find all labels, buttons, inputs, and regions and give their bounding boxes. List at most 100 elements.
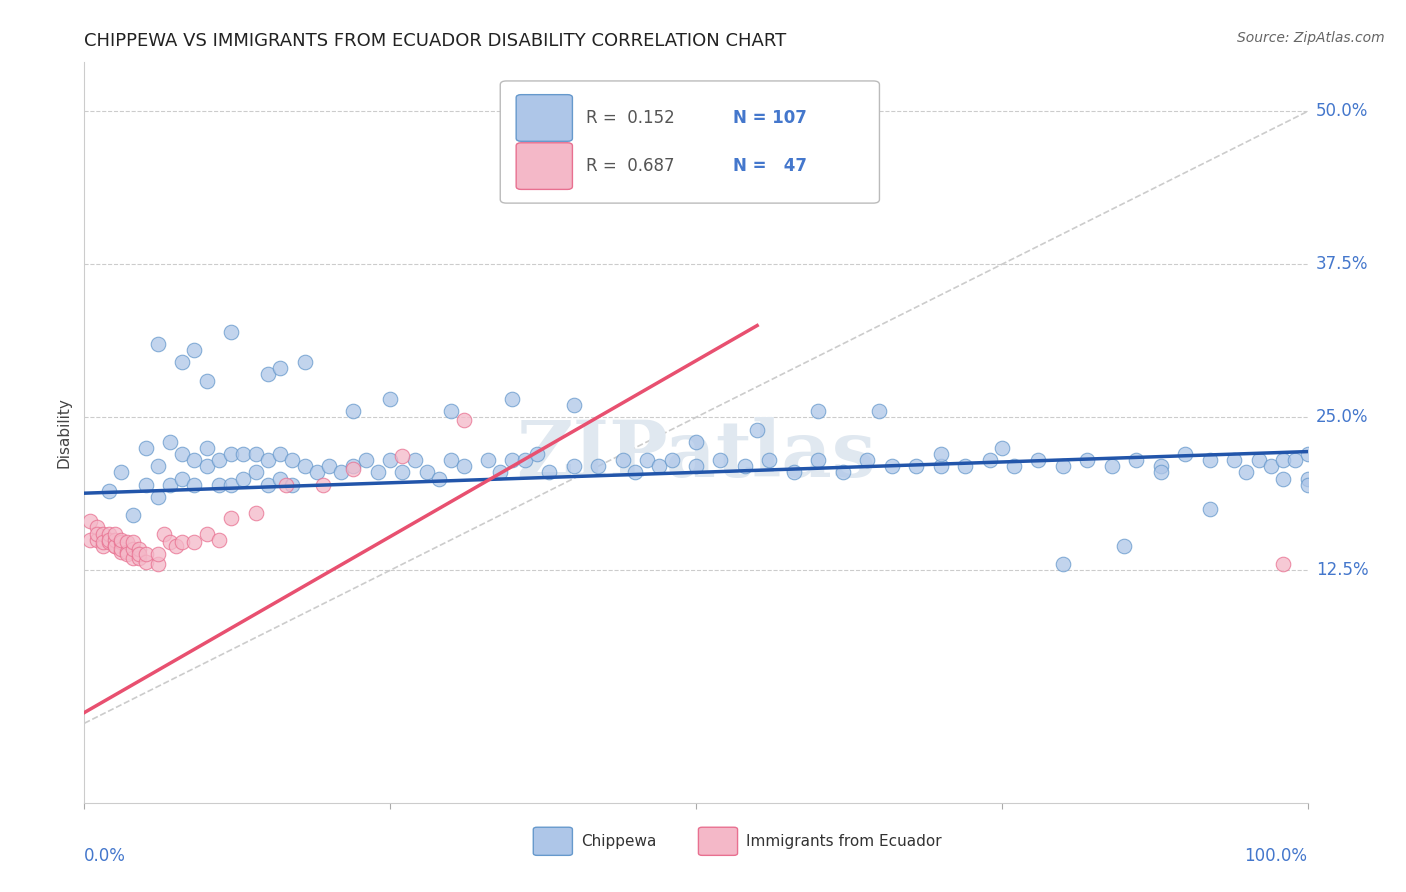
Point (330, 466, 353, 480)
Point (562, 459, 585, 474)
Point (232, 471, 254, 485)
Point (269, 471, 291, 485)
Text: 25.0%: 25.0% (1316, 409, 1368, 426)
Point (91, 526, 114, 541)
Text: CHIPPEWA VS IMMIGRANTS FROM ECUADOR DISABILITY CORRELATION CHART: CHIPPEWA VS IMMIGRANTS FROM ECUADOR DISA… (84, 32, 786, 50)
Point (661, 453, 683, 467)
Point (312, 477, 335, 491)
Y-axis label: Disability: Disability (56, 397, 72, 468)
Point (1247, 453, 1270, 467)
FancyBboxPatch shape (533, 827, 572, 855)
Point (538, 466, 561, 480)
Point (97, 535, 120, 549)
Point (183, 343, 205, 357)
Point (208, 533, 231, 547)
Point (159, 535, 181, 549)
Point (146, 459, 169, 474)
Point (159, 477, 181, 491)
Point (104, 539, 127, 553)
Point (122, 542, 145, 557)
Point (929, 447, 952, 461)
Point (245, 447, 267, 461)
Point (562, 398, 585, 412)
Point (354, 453, 377, 467)
Point (128, 551, 150, 566)
Point (294, 355, 316, 369)
Point (391, 450, 413, 464)
Point (97, 533, 120, 547)
Point (489, 466, 512, 480)
Point (1052, 459, 1074, 474)
Point (97, 483, 120, 498)
Point (276, 477, 298, 491)
Point (1236, 466, 1258, 480)
Point (153, 526, 176, 541)
Point (318, 459, 340, 474)
Point (79, 514, 101, 528)
Text: ZIPatlas: ZIPatlas (516, 417, 876, 493)
FancyBboxPatch shape (516, 143, 572, 189)
Point (269, 447, 291, 461)
Point (453, 413, 475, 427)
Point (135, 555, 157, 569)
Point (110, 545, 132, 559)
Point (110, 542, 132, 557)
Point (1272, 453, 1295, 467)
Point (1223, 453, 1246, 467)
Point (1284, 453, 1306, 467)
Point (135, 477, 157, 491)
Point (391, 466, 413, 480)
Text: N =   47: N = 47 (733, 157, 807, 175)
Point (427, 471, 450, 485)
Point (526, 447, 548, 461)
Point (257, 453, 280, 467)
Point (159, 434, 181, 449)
Point (404, 453, 426, 467)
Text: Chippewa: Chippewa (581, 834, 657, 849)
Point (146, 557, 169, 571)
Text: 100.0%: 100.0% (1244, 847, 1308, 865)
Point (146, 548, 169, 562)
Point (783, 466, 806, 480)
Point (1114, 539, 1136, 553)
Point (219, 447, 242, 461)
Point (1296, 447, 1319, 461)
Point (172, 447, 194, 461)
FancyBboxPatch shape (516, 95, 572, 141)
Point (624, 466, 647, 480)
Point (367, 466, 389, 480)
Text: R =  0.687: R = 0.687 (586, 157, 675, 175)
Point (219, 477, 242, 491)
Point (208, 477, 231, 491)
Point (135, 441, 157, 455)
Point (115, 548, 138, 562)
Point (122, 508, 145, 523)
Point (305, 466, 328, 480)
Point (1101, 459, 1123, 474)
Point (146, 337, 169, 351)
Point (165, 539, 187, 553)
Point (807, 453, 830, 467)
Point (122, 551, 145, 566)
Point (1002, 459, 1025, 474)
Point (453, 459, 475, 474)
Point (79, 533, 101, 547)
Text: 0.0%: 0.0% (84, 847, 127, 865)
Text: Source: ZipAtlas.com: Source: ZipAtlas.com (1237, 31, 1385, 45)
Point (502, 453, 524, 467)
Point (128, 542, 150, 557)
Point (880, 459, 903, 474)
Point (1028, 453, 1050, 467)
Point (104, 526, 127, 541)
Point (416, 466, 439, 480)
Point (245, 466, 267, 480)
Point (91, 539, 114, 553)
Point (905, 459, 928, 474)
Point (1272, 557, 1295, 571)
Point (219, 325, 242, 339)
Point (195, 459, 218, 474)
Point (869, 404, 891, 418)
Point (104, 539, 127, 553)
Point (929, 459, 952, 474)
Point (104, 533, 127, 547)
